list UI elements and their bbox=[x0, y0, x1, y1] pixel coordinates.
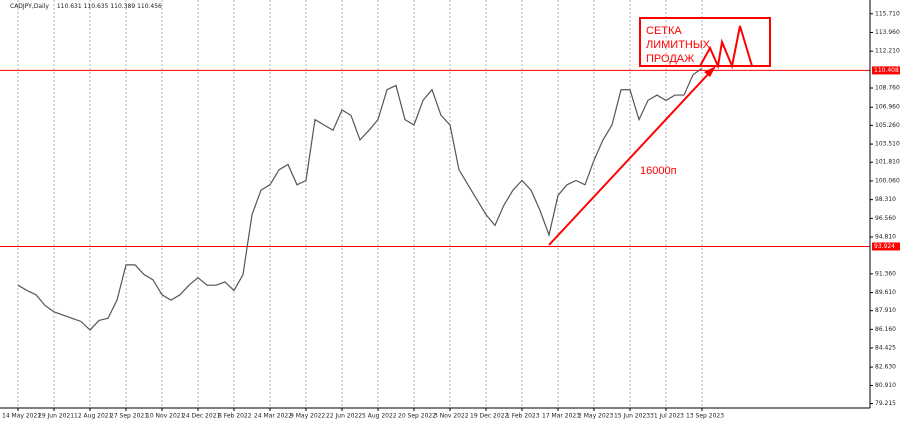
y-tick-label: 101.810 bbox=[875, 159, 900, 166]
x-tick-label: 13 Sep 2023 bbox=[686, 413, 724, 420]
y-tick-label: 87.910 bbox=[875, 307, 896, 314]
y-tick-label: 82.630 bbox=[875, 364, 896, 371]
x-tick-label: 15 Jun 2023 bbox=[614, 413, 650, 420]
x-tick-label: 5 Aug 2022 bbox=[362, 413, 397, 420]
y-tick-label: 105.260 bbox=[875, 122, 900, 129]
y-tick-label: 84.425 bbox=[875, 344, 896, 351]
ohlc-value: 110.635 bbox=[84, 3, 109, 10]
y-tick-label: 86.160 bbox=[875, 326, 896, 333]
y-tick-label: 80.910 bbox=[875, 382, 896, 389]
arrow-head bbox=[704, 66, 716, 77]
zigzag bbox=[699, 25, 753, 70]
drawings bbox=[548, 17, 771, 246]
x-tick-label: 12 Aug 2021 bbox=[74, 413, 113, 420]
annotation-text: ЛИМИТНЫХ bbox=[646, 39, 711, 51]
x-tick-label: 24 Mar 2022 bbox=[254, 413, 292, 420]
x-tick-label: 20 Sep 2022 bbox=[398, 413, 436, 420]
x-tick-label: 22 Jun 2022 bbox=[326, 413, 362, 420]
x-tick-label: 14 May 2021 bbox=[2, 413, 41, 420]
x-tick-label: 19 Dec 2022 bbox=[470, 413, 509, 420]
x-tick-label: 3 Nov 2022 bbox=[434, 413, 469, 420]
level-label-bg bbox=[872, 66, 900, 75]
y-tick-label: 103.510 bbox=[875, 141, 900, 148]
y-tick-label: 94.810 bbox=[875, 234, 896, 241]
x-tick-label: 17 Mar 2023 bbox=[542, 413, 580, 420]
y-tick-label: 100.060 bbox=[875, 177, 900, 184]
x-tick-label: 8 Feb 2022 bbox=[218, 413, 252, 420]
x-tick-label: 24 Dec 2021 bbox=[182, 413, 221, 420]
level-label: 93.924 bbox=[874, 243, 895, 250]
y-tick-label: 96.560 bbox=[875, 215, 896, 222]
x-tick-label: 2 May 2023 bbox=[578, 413, 613, 420]
level-label: 110.408 bbox=[874, 67, 899, 74]
y-tick-label: 91.360 bbox=[875, 270, 896, 277]
ohlc-value: 110.456 bbox=[137, 3, 162, 10]
x-tick-label: 9 May 2022 bbox=[290, 413, 325, 420]
y-tick-label: 113.960 bbox=[875, 29, 900, 36]
x-tick-label: 1 Feb 2023 bbox=[506, 413, 540, 420]
chart-title: CADJPY,Daily 110.631 110.635 110.389 110… bbox=[10, 3, 162, 10]
ohlc-value: 110.631 bbox=[57, 3, 82, 10]
y-tick-label: 79.215 bbox=[875, 400, 896, 407]
x-tick-label: 29 Jun 2021 bbox=[38, 413, 74, 420]
annotation-text: ПРОДАЖ bbox=[646, 53, 694, 65]
ohlc-value: 110.389 bbox=[110, 3, 135, 10]
annotation-text: СЕТКА bbox=[646, 25, 682, 37]
x-tick-label: 10 Nov 2021 bbox=[146, 413, 185, 420]
annotation-box bbox=[639, 17, 771, 67]
level-label-bg bbox=[872, 242, 900, 251]
y-tick-label: 106.960 bbox=[875, 104, 900, 111]
y-tick-label: 115.710 bbox=[875, 10, 900, 17]
trend-line bbox=[548, 69, 713, 246]
title: CADJPY,Daily bbox=[10, 3, 49, 10]
y-tick-label: 98.310 bbox=[875, 196, 896, 203]
y-tick-label: 89.610 bbox=[875, 289, 896, 296]
y-tick-label: 108.760 bbox=[875, 85, 900, 92]
annotation-text: 16000п bbox=[640, 165, 677, 177]
y-tick-label: 112.210 bbox=[875, 48, 900, 55]
x-tick-label: 31 Jul 2023 bbox=[650, 413, 684, 420]
x-tick-label: 27 Sep 2021 bbox=[110, 413, 148, 420]
price-line bbox=[17, 67, 703, 331]
